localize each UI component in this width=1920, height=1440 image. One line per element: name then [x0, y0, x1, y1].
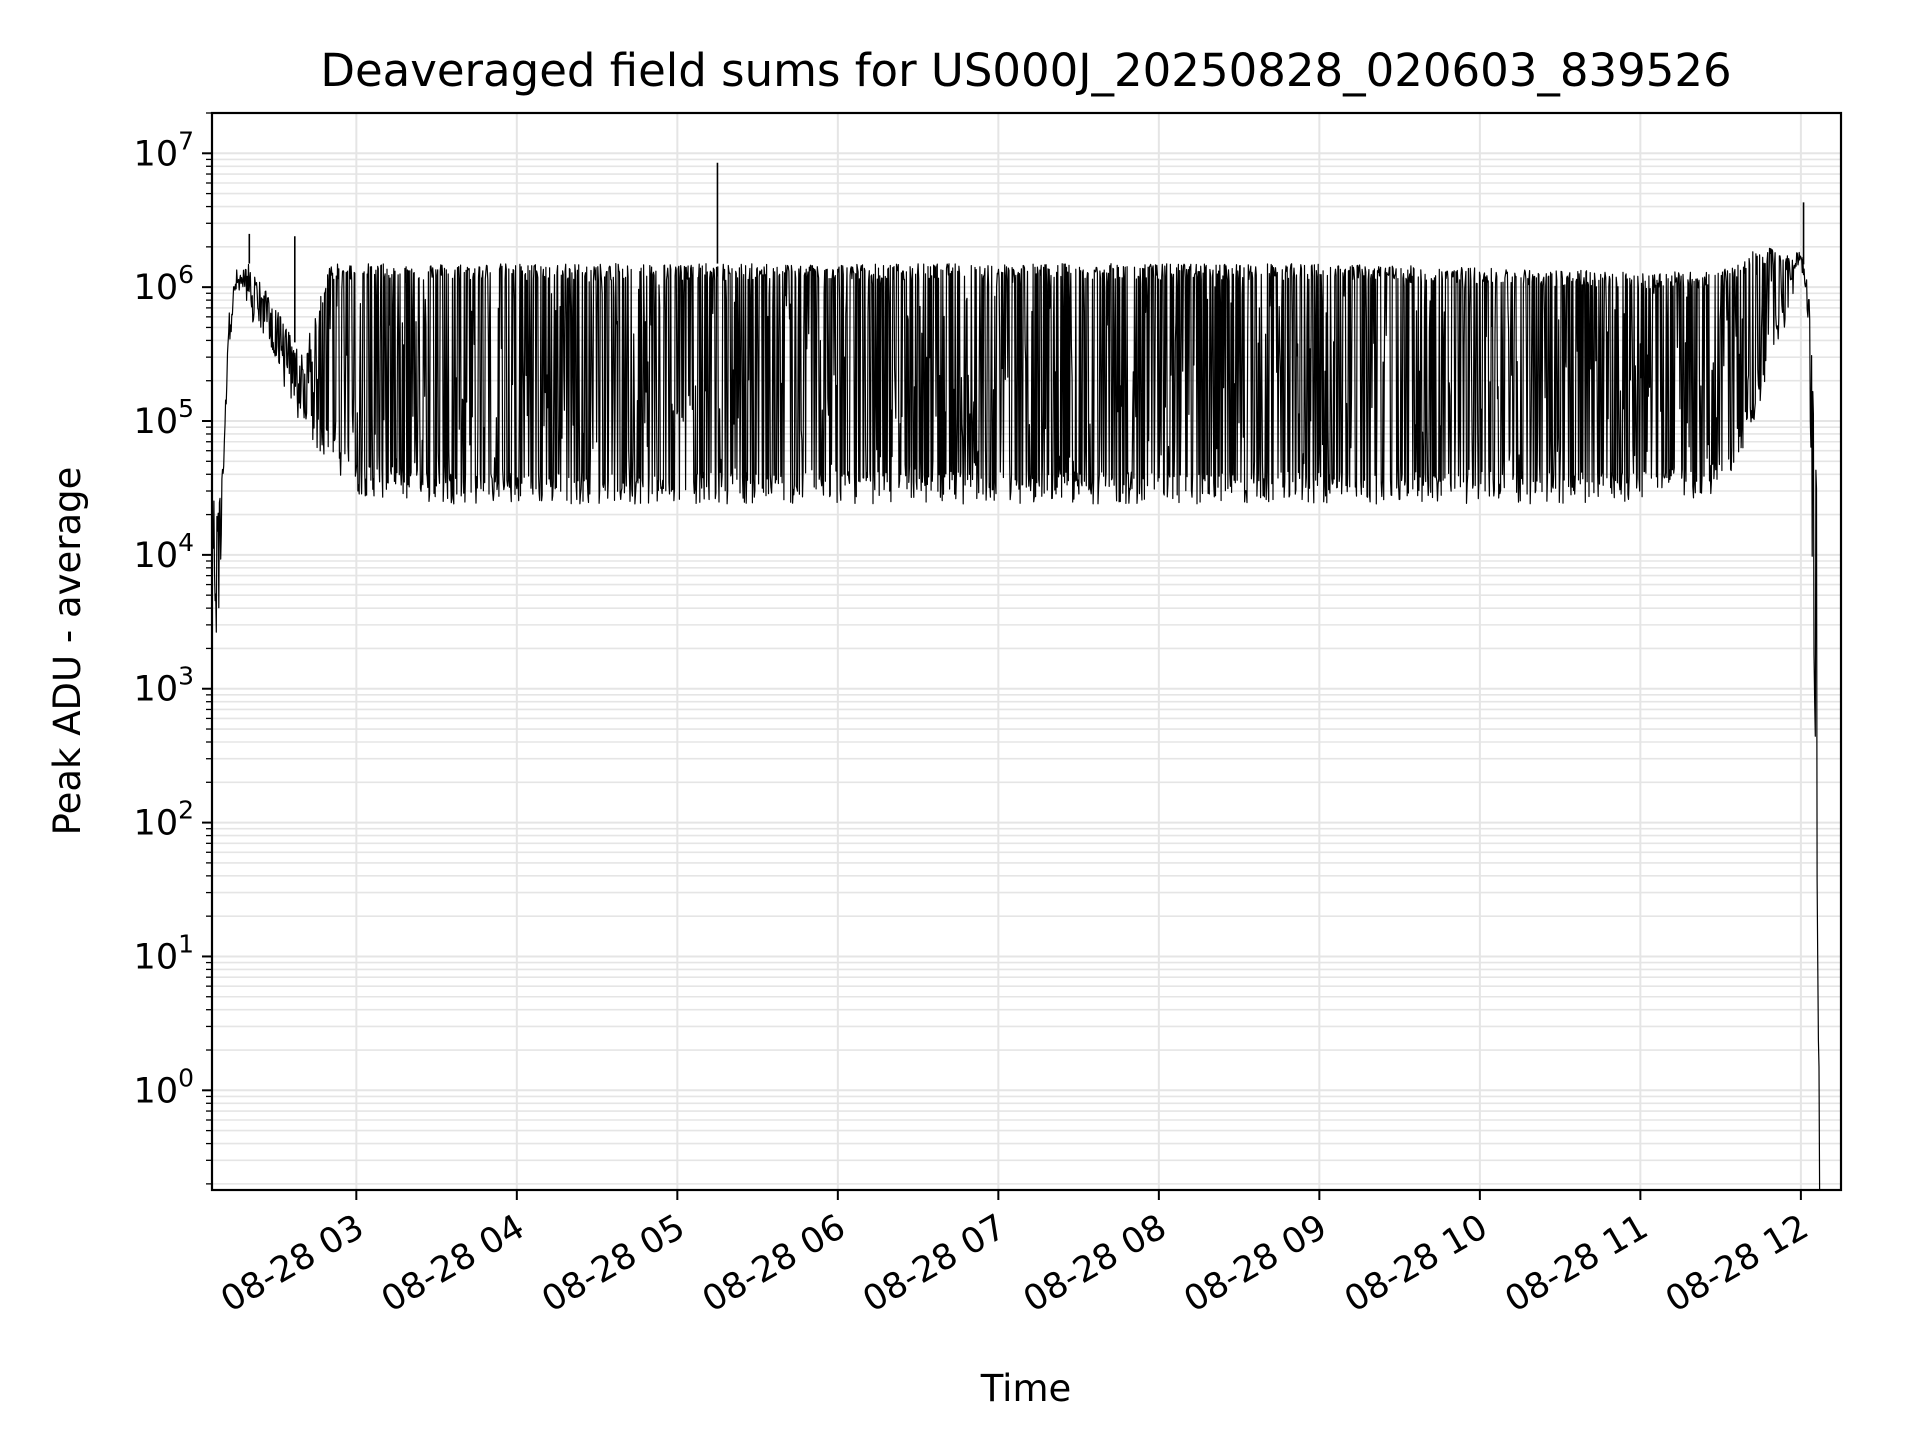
y-tick-label: 107 — [134, 126, 194, 174]
grid-layer — [212, 112, 1841, 1190]
plot-frame — [210, 111, 1843, 1192]
y-tick-label: 103 — [134, 662, 194, 710]
data-layer — [211, 162, 1821, 1191]
x-axis-label: Time — [980, 1367, 1072, 1410]
y-tick-label: 104 — [134, 528, 194, 576]
y-axis-label: Peak ADU - average — [46, 467, 89, 836]
y-tick-label: 101 — [134, 929, 194, 977]
y-tick-label: 106 — [134, 260, 194, 308]
series-line — [211, 247, 1821, 1191]
y-tick-label: 100 — [134, 1063, 194, 1111]
y-tick-label: 102 — [134, 796, 194, 844]
y-tick-label: 105 — [134, 394, 194, 442]
chart-title: Deaveraged field sums for US000J_2025082… — [320, 44, 1731, 97]
